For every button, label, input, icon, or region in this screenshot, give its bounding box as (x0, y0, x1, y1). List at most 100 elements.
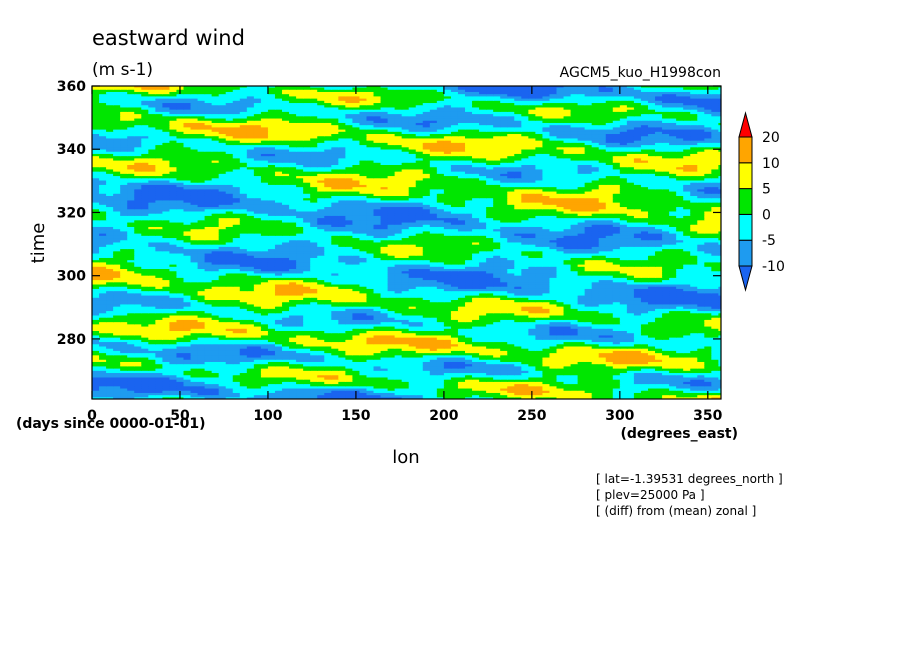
field-cell (584, 390, 593, 393)
field-cell (317, 383, 325, 387)
field-cell (331, 372, 339, 376)
field-cell (690, 387, 698, 391)
field-cell (408, 392, 417, 396)
field-cell (443, 394, 452, 398)
field-cell (218, 379, 227, 382)
field-cell (303, 361, 311, 365)
field-cell (570, 359, 579, 362)
field-cell (605, 372, 614, 376)
field-cell (148, 368, 156, 371)
field-cell (408, 370, 417, 374)
field-cell (99, 370, 107, 374)
field-cell (465, 396, 473, 399)
field-cell (380, 361, 389, 365)
field-cell (521, 372, 529, 376)
field-cell (415, 383, 424, 387)
field-cell (289, 365, 297, 369)
field-cell (655, 376, 663, 380)
field-cell (472, 363, 480, 367)
field-cell (260, 379, 269, 382)
field-cell (274, 387, 283, 391)
field-cell (359, 390, 368, 393)
field-cell (690, 394, 698, 398)
field-cell (106, 381, 114, 385)
field-cell (479, 376, 487, 380)
field-cell (296, 370, 304, 374)
field-cell (457, 376, 466, 380)
field-cell (232, 394, 241, 398)
field-cell (486, 359, 494, 362)
field-cell (169, 387, 178, 391)
field-cell (605, 370, 614, 374)
field-cell (633, 368, 642, 371)
field-cell (134, 390, 142, 393)
field-cell (310, 394, 318, 398)
field-cell (563, 365, 572, 369)
field-cell (486, 368, 494, 371)
field-cell (239, 392, 248, 396)
field-cell (640, 370, 649, 374)
field-cell (99, 394, 107, 398)
field-cell (457, 368, 466, 371)
field-cell (324, 392, 332, 396)
field-cell (401, 394, 410, 398)
field-cell (141, 365, 149, 369)
field-cell (387, 370, 396, 374)
field-cell (225, 361, 234, 365)
field-cell (577, 370, 586, 374)
field-cell (514, 372, 522, 376)
field-cell (239, 394, 248, 398)
field-cell (556, 385, 565, 389)
field-cell (387, 368, 396, 371)
field-cell (310, 379, 318, 382)
field-cell (514, 381, 522, 385)
field-cell (535, 374, 544, 378)
field-cell (106, 359, 114, 362)
field-cell (577, 368, 586, 371)
field-cell (106, 370, 114, 374)
field-cell (500, 363, 508, 367)
field-cell (591, 376, 600, 380)
field-cell (422, 381, 431, 385)
field-cell (317, 394, 325, 398)
field-cell (422, 392, 431, 396)
field-cell (394, 387, 403, 391)
field-cell (204, 390, 213, 393)
field-cell (92, 385, 100, 389)
field-cell (204, 368, 213, 371)
field-cell (253, 392, 262, 396)
field-cell (282, 376, 290, 380)
field-cell (274, 361, 283, 365)
field-cell (415, 365, 424, 369)
field-cell (155, 368, 163, 371)
field-cell (422, 379, 431, 382)
field-cell (352, 387, 361, 391)
field-cell (134, 363, 142, 367)
field-cell (232, 379, 241, 382)
field-cell (655, 359, 663, 362)
field-cell (669, 359, 677, 362)
field-cell (232, 390, 241, 393)
field-cell (239, 368, 248, 371)
field-cell (479, 372, 487, 376)
field-cell (380, 372, 389, 376)
field-cell (598, 372, 607, 376)
field-cell (683, 365, 691, 369)
field-cell (514, 368, 522, 371)
field-cell (655, 392, 663, 396)
field-cell (394, 376, 403, 380)
field-cell (373, 361, 382, 365)
field-cell (577, 396, 586, 399)
field-cell (633, 372, 642, 376)
field-cell (486, 370, 494, 374)
field-cell (563, 374, 572, 378)
field-cell (148, 396, 156, 399)
field-cell (267, 379, 276, 382)
field-cell (429, 370, 438, 374)
field-cell (380, 387, 389, 391)
field-cell (443, 381, 452, 385)
field-cell (521, 392, 529, 396)
field-cell (711, 381, 719, 385)
field-cell (127, 396, 135, 399)
field-cell (155, 390, 163, 393)
